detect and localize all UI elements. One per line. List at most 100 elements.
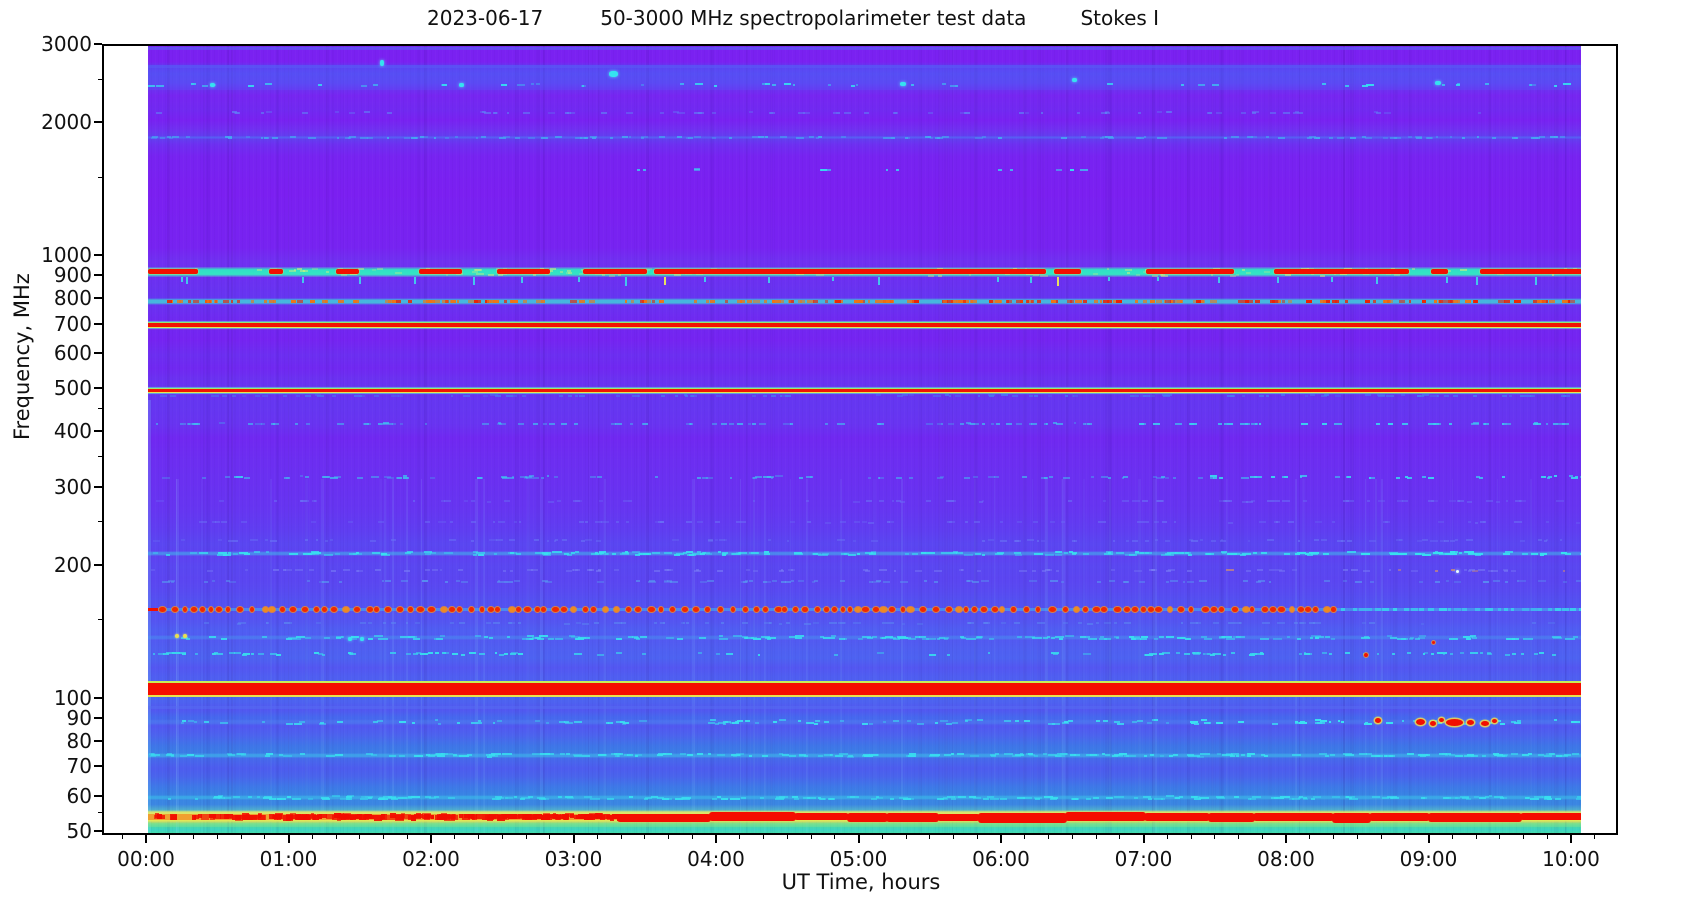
speckle-dash xyxy=(1190,621,1198,624)
speckle-dash xyxy=(622,500,628,503)
speckle-dash xyxy=(1024,635,1035,638)
speckle-dash xyxy=(360,798,369,801)
speckle-dash xyxy=(1422,553,1431,556)
noise-column xyxy=(1564,46,1567,833)
speckle-dash xyxy=(1175,651,1180,654)
speckle-dash xyxy=(458,813,464,819)
speckle-dash xyxy=(1397,569,1401,572)
speckle-dash xyxy=(1371,795,1380,798)
speckle-dash xyxy=(877,423,885,426)
noise-column-light xyxy=(270,478,272,833)
speckle-dash xyxy=(357,569,364,572)
speckle-dash xyxy=(952,551,959,554)
speckle-dash xyxy=(1325,755,1330,758)
y-major-tick xyxy=(94,830,102,832)
speckle-dash xyxy=(1227,423,1233,426)
speckle-dash xyxy=(1026,300,1029,304)
y-major-tick xyxy=(94,485,102,488)
speckle-dash xyxy=(348,652,352,655)
speckle-dash xyxy=(1427,500,1435,503)
speckle-dash xyxy=(282,394,288,397)
speckle-dash xyxy=(1161,797,1165,800)
speckle-dash xyxy=(445,137,449,140)
carrier-dot xyxy=(854,606,862,612)
noise-column xyxy=(1554,46,1559,833)
speckle-dash xyxy=(918,635,926,638)
speckle-dash xyxy=(788,635,798,638)
speckle-dash xyxy=(1438,722,1442,725)
speckle-dash xyxy=(220,721,229,724)
speckle-dash xyxy=(517,653,523,656)
scan-start-column xyxy=(148,400,151,833)
carrier-dot xyxy=(330,606,337,612)
speckle-dash xyxy=(462,814,471,820)
speckle-dash xyxy=(1217,422,1222,425)
speckle-dash xyxy=(939,636,949,639)
red-core-segment xyxy=(1145,269,1234,275)
speckle-dash xyxy=(874,300,880,304)
speckle-dash xyxy=(1144,552,1152,555)
speckle-dash xyxy=(696,569,700,572)
speckle-dash xyxy=(1005,273,1011,276)
speckle-dash xyxy=(438,813,447,820)
speckle-dash xyxy=(665,797,673,800)
carrier-dot xyxy=(262,606,269,612)
speckle-dash xyxy=(590,475,597,478)
speckle-dash xyxy=(689,395,694,398)
speckle-dash xyxy=(457,721,460,724)
speckle-dash xyxy=(853,300,858,304)
speckle-dash xyxy=(736,797,741,800)
x-minor-tick xyxy=(976,835,978,839)
speckle-dash xyxy=(360,136,369,139)
speckle-dash xyxy=(645,300,652,304)
carrier-dot xyxy=(614,606,620,612)
speckle-dash xyxy=(885,168,889,171)
speckle-dash xyxy=(1304,652,1312,655)
speckle-dash xyxy=(495,652,498,655)
speckle-dash xyxy=(1287,636,1291,639)
speckle-dash xyxy=(1034,395,1038,398)
speckle-dash xyxy=(1373,111,1378,114)
speckle-dash xyxy=(522,638,527,641)
carrier-dot xyxy=(781,606,787,612)
speckle-dash xyxy=(1391,652,1395,655)
speckle-dash xyxy=(974,553,982,556)
red-solid-segment xyxy=(793,813,849,821)
noise-column xyxy=(205,46,210,833)
speckle-dash xyxy=(503,580,508,583)
speckle-dash xyxy=(1272,300,1279,304)
speckle-dash xyxy=(241,653,247,656)
speckle-dash xyxy=(571,569,575,572)
speckle-dash xyxy=(628,136,632,139)
speckle-dash xyxy=(789,422,793,425)
carrier-dot xyxy=(731,606,736,612)
carrier-dot xyxy=(249,606,254,612)
speckle-dash xyxy=(502,136,510,139)
speckle-dash xyxy=(598,500,604,503)
speckle-dash xyxy=(427,755,435,758)
speckle-dash xyxy=(394,300,398,304)
speckle-dash xyxy=(767,539,771,542)
speckle-dash xyxy=(1362,273,1370,276)
speckle-dash xyxy=(1563,580,1568,583)
speckle-dash xyxy=(1114,636,1119,639)
speckle-dash xyxy=(706,553,712,556)
speckle-dash xyxy=(509,813,517,819)
speckle-dash xyxy=(1298,551,1306,554)
y-tick-label: 90 xyxy=(66,706,92,731)
speckle-dash xyxy=(1547,607,1552,611)
speckle-dash xyxy=(643,423,649,426)
sporadic-red-blob xyxy=(1480,720,1489,726)
speckle-dash xyxy=(434,719,439,722)
speckle-dash xyxy=(318,814,323,819)
speckle-dash xyxy=(1143,423,1147,426)
speckle-dash xyxy=(392,423,396,426)
speckle-dash xyxy=(879,500,884,503)
speckle-dash xyxy=(1341,607,1345,611)
speckle-dash xyxy=(1559,136,1566,139)
y-tick-label: 60 xyxy=(66,783,92,808)
speckle-dash xyxy=(1016,635,1022,638)
speckle-dash xyxy=(1007,300,1012,304)
speckle-dash xyxy=(697,551,701,554)
speckle-dash xyxy=(493,621,500,624)
